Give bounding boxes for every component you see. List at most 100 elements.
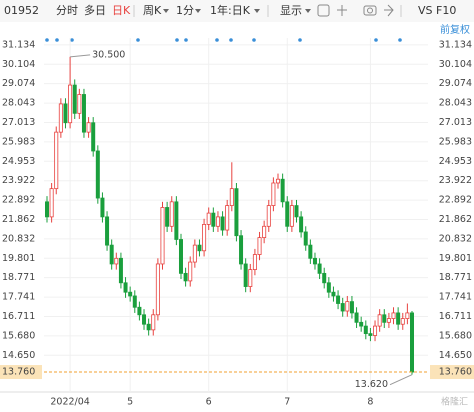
y2-tick-label: 30.104 xyxy=(439,59,472,70)
y-tick-label: 20.832 xyxy=(2,233,35,244)
y-tick-label: 31.134 xyxy=(2,39,35,50)
candle-body xyxy=(349,301,354,314)
icon-settings[interactable] xyxy=(317,4,330,17)
candle-body xyxy=(243,263,248,287)
candle-body xyxy=(234,188,239,237)
candle-body xyxy=(105,216,110,246)
y-tick-label: 29.074 xyxy=(2,78,35,89)
y-tick-label: 27.013 xyxy=(2,117,35,128)
candle-body xyxy=(396,312,401,325)
candle-body xyxy=(128,291,133,297)
y-tick-label: 17.741 xyxy=(2,292,35,303)
y2-tick-label: 18.771 xyxy=(439,272,472,283)
toolbar xyxy=(0,0,474,22)
candle-body xyxy=(169,201,174,227)
candle-body xyxy=(345,301,350,312)
candle-body xyxy=(211,212,216,227)
icon-draw[interactable] xyxy=(337,5,347,16)
y-tick-label: 28.043 xyxy=(2,98,35,109)
candle-body xyxy=(257,237,262,255)
candle-body xyxy=(266,205,271,227)
candle-body xyxy=(174,201,179,240)
candle-body xyxy=(165,207,170,227)
dropdown[interactable]: 1年:日K xyxy=(210,3,251,17)
candle-body xyxy=(331,291,336,297)
y2-tick-label: 14.650 xyxy=(439,350,472,361)
candle-body xyxy=(386,318,391,323)
f10-button[interactable]: F10 xyxy=(436,4,456,17)
last-price-label: 13.760 xyxy=(439,367,472,378)
candle-body xyxy=(100,197,105,218)
x-tick-label: 8 xyxy=(367,397,373,408)
stock-code: 01952 xyxy=(4,4,39,17)
candle-body xyxy=(377,314,382,327)
watermark: 格隆汇 xyxy=(441,396,468,408)
y2-tick-label: 19.801 xyxy=(439,253,472,264)
candle-body xyxy=(368,333,373,336)
candle-body xyxy=(409,312,414,373)
dropdown[interactable]: 1分 xyxy=(176,4,194,17)
y2-tick-label: 17.741 xyxy=(439,292,472,303)
y2-tick-label: 20.832 xyxy=(439,233,472,244)
candle-body xyxy=(391,312,396,319)
candle-body xyxy=(271,182,276,206)
candle-body xyxy=(400,318,405,325)
candle-body xyxy=(202,224,207,252)
annotation-label: 30.500 xyxy=(92,49,125,60)
tab-active[interactable]: 日K xyxy=(112,4,131,17)
last-price-box xyxy=(0,365,42,380)
candle-body xyxy=(197,244,202,252)
caret xyxy=(254,9,260,13)
icon-camera[interactable] xyxy=(363,5,377,16)
candle-body xyxy=(280,178,285,203)
icon-share[interactable] xyxy=(384,4,394,17)
y-tick-label: 21.862 xyxy=(2,214,35,225)
candle-body xyxy=(155,263,160,316)
candle-body xyxy=(336,295,341,304)
y-tick-label: 22.892 xyxy=(2,195,35,206)
candle-body xyxy=(312,257,317,265)
candle-body xyxy=(322,272,327,284)
y-tick-label: 30.104 xyxy=(2,59,35,70)
x-tick-label: 7 xyxy=(284,397,290,408)
caret xyxy=(163,9,169,13)
tab[interactable]: 多日 xyxy=(84,3,106,17)
y2-tick-label: 23.922 xyxy=(439,175,472,186)
candle-body xyxy=(54,131,59,190)
candle-body xyxy=(252,254,257,271)
dropdown[interactable]: 周K xyxy=(143,4,162,17)
adjust-mode[interactable]: 前复权 xyxy=(440,23,470,36)
tab[interactable]: 分时 xyxy=(56,4,78,17)
candle-body xyxy=(229,188,234,206)
y2-tick-label: 15.680 xyxy=(439,330,472,341)
caret xyxy=(305,9,311,13)
candle-body xyxy=(215,216,220,227)
candle-body xyxy=(340,303,345,312)
candle-body xyxy=(239,235,244,265)
candle-body xyxy=(160,207,165,265)
vs-button[interactable]: VS xyxy=(418,4,433,17)
dropdown[interactable]: 显示 xyxy=(280,4,302,17)
candle-body xyxy=(178,239,183,274)
candle-body xyxy=(91,122,96,152)
candle-body xyxy=(289,205,294,227)
candle-body xyxy=(151,314,156,331)
y2-tick-label: 25.983 xyxy=(439,136,472,147)
candle-body xyxy=(77,94,82,114)
event-markers xyxy=(45,38,402,42)
y2-tick-label: 24.953 xyxy=(439,156,472,167)
candle-body xyxy=(299,216,304,233)
candle-body xyxy=(285,201,290,227)
y-tick-label: 15.680 xyxy=(2,330,35,341)
y2-tick-label: 16.711 xyxy=(439,311,472,322)
candle-body xyxy=(354,312,359,323)
y2-tick-label: 21.862 xyxy=(439,214,472,225)
caret xyxy=(195,9,201,13)
y2-tick-label: 31.134 xyxy=(439,39,472,50)
candle-body xyxy=(308,244,313,259)
y-tick-label: 14.650 xyxy=(2,350,35,361)
y-tick-label: 25.983 xyxy=(2,136,35,147)
candle-body xyxy=(63,103,68,124)
candle-body xyxy=(95,150,100,199)
